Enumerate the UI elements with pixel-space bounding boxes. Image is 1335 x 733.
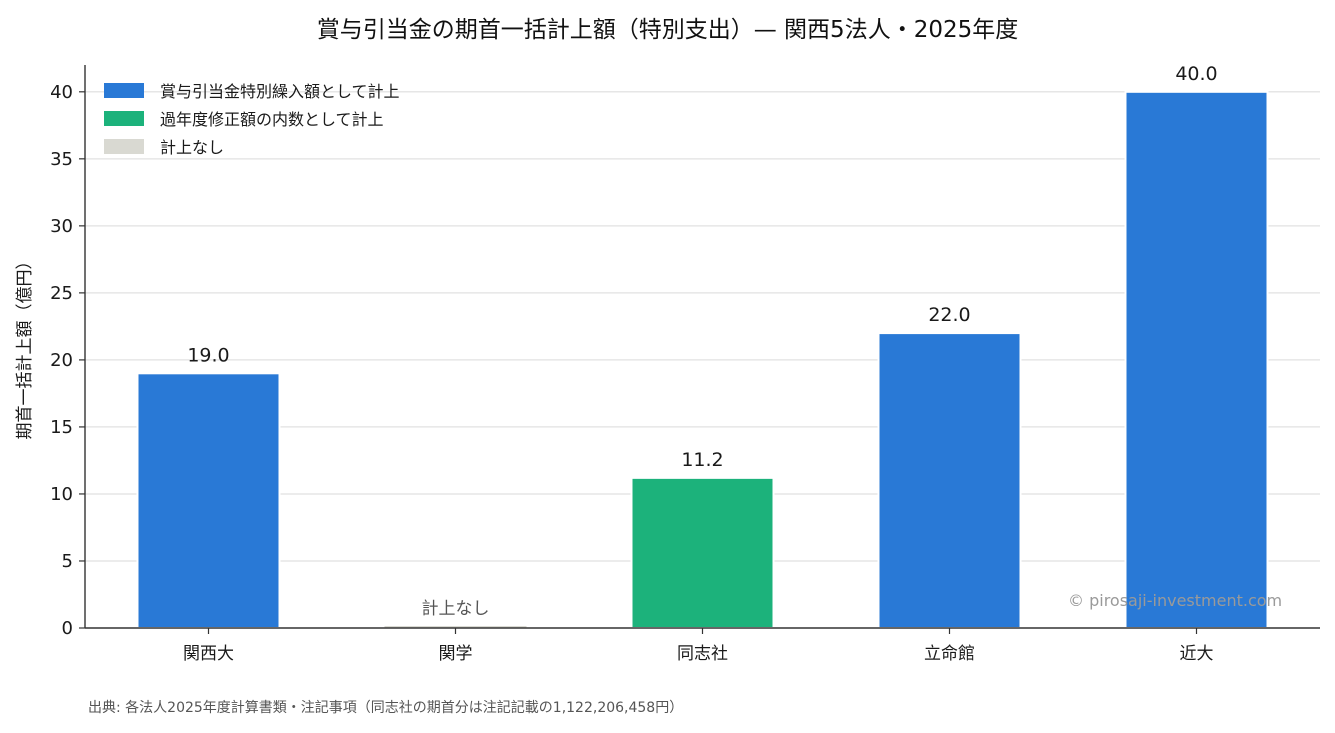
y-axis-label: 期首一括計上額（億円） xyxy=(15,253,35,440)
legend-swatch xyxy=(104,139,144,154)
y-tick-label: 30 xyxy=(50,216,73,237)
bars xyxy=(136,90,1269,630)
value-label: 22.0 xyxy=(928,304,970,326)
bar-近大 xyxy=(1124,90,1269,630)
legend-label: 賞与引当金特別繰入額として計上 xyxy=(160,82,400,101)
value-label: 40.0 xyxy=(1175,63,1217,85)
watermark: © pirosaji-investment.com xyxy=(1068,591,1283,610)
legend-label: 過年度修正額の内数として計上 xyxy=(160,110,384,129)
axes: 0 5 10 15 20 25 30 35 40 関西大 関学 同志社 立命館 近大 期首一括計上額（億円） xyxy=(15,65,1320,664)
value-label: 19.0 xyxy=(187,344,229,366)
y-tick-label: 15 xyxy=(50,417,73,438)
value-label: 計上なし xyxy=(422,599,490,619)
x-tick-label: 関学 xyxy=(439,644,473,664)
bar-関西大 xyxy=(136,372,281,629)
y-tick-label: 0 xyxy=(62,618,73,639)
legend-swatch xyxy=(104,83,144,98)
y-tick-label: 35 xyxy=(50,149,73,170)
y-tick-label: 5 xyxy=(62,551,73,572)
bar-立命館 xyxy=(877,332,1022,629)
source-footnote: 出典: 各法人2025年度計算書類・注記事項（同志社の期首分は注記記載の1,12… xyxy=(88,700,684,716)
value-label: 11.2 xyxy=(681,449,723,471)
legend-swatch xyxy=(104,111,144,126)
x-tick-label: 関西大 xyxy=(183,644,234,664)
y-tick-label: 25 xyxy=(50,283,73,304)
bar-同志社 xyxy=(630,476,775,629)
x-tick-label: 近大 xyxy=(1180,644,1214,664)
labels: 19.0 計上なし 11.2 22.0 40.0 xyxy=(187,63,1217,619)
legend-label: 計上なし xyxy=(160,138,224,157)
chart-title: 賞与引当金の期首一括計上額（特別支出）— 関西5法人・2025年度 xyxy=(316,17,1019,43)
x-tick-label: 同志社 xyxy=(677,644,728,664)
y-tick-label: 20 xyxy=(50,350,73,371)
y-tick-label: 10 xyxy=(50,484,73,505)
y-tick-label: 40 xyxy=(50,82,73,103)
x-tick-label: 立命館 xyxy=(924,644,975,664)
bar-関学 xyxy=(384,626,527,628)
